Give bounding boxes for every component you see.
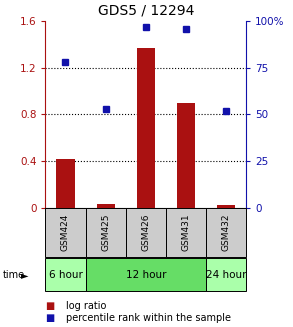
Text: 12 hour: 12 hour	[125, 270, 166, 280]
Text: 6 hour: 6 hour	[49, 270, 82, 280]
Text: time: time	[3, 270, 25, 280]
Bar	[86, 208, 126, 257]
Text: GSM426: GSM426	[141, 214, 150, 251]
Text: 24 hour: 24 hour	[206, 270, 246, 280]
Bar	[57, 159, 74, 208]
Title: GDS5 / 12294: GDS5 / 12294	[98, 3, 194, 17]
Bar	[217, 205, 235, 208]
Text: GSM431: GSM431	[181, 213, 190, 251]
Bar	[206, 258, 246, 291]
Text: log ratio: log ratio	[66, 301, 106, 311]
Bar	[45, 208, 86, 257]
Bar	[97, 204, 115, 208]
Text: GSM432: GSM432	[222, 214, 231, 251]
Text: ■: ■	[45, 301, 55, 311]
Bar	[86, 258, 206, 291]
Text: GSM424: GSM424	[61, 214, 70, 251]
Text: ■: ■	[45, 313, 55, 323]
Text: ►: ►	[21, 270, 29, 280]
Bar	[177, 103, 195, 208]
Bar	[45, 258, 86, 291]
Bar	[137, 48, 155, 208]
Bar	[126, 208, 166, 257]
Text: percentile rank within the sample: percentile rank within the sample	[66, 313, 231, 323]
Bar	[206, 208, 246, 257]
Bar	[166, 208, 206, 257]
Text: GSM425: GSM425	[101, 214, 110, 251]
